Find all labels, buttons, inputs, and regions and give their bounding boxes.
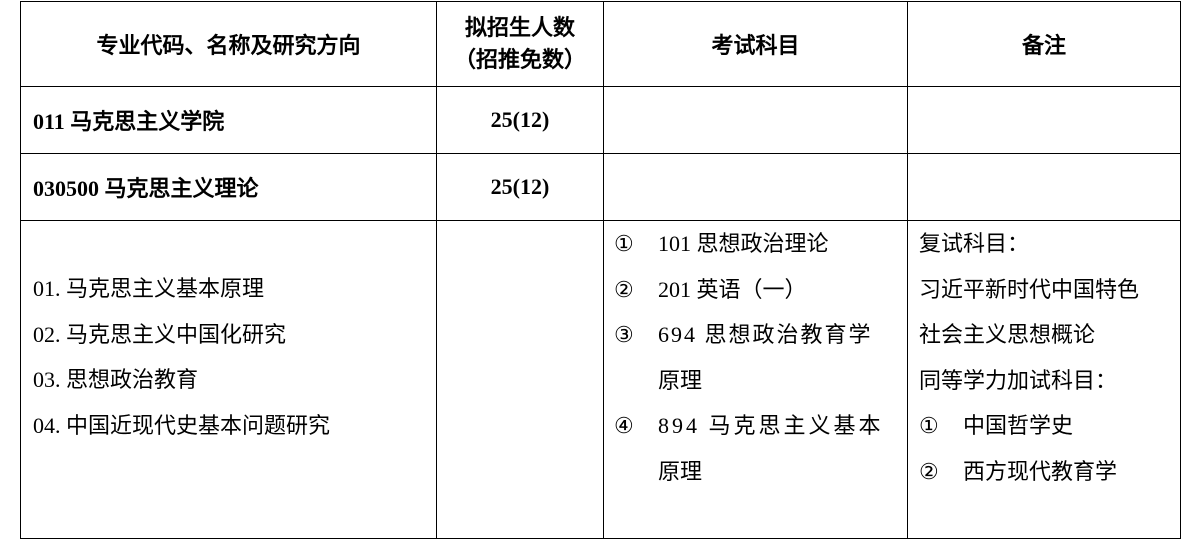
table-row: 030500 马克思主义理论 25(12) xyxy=(20,153,1181,221)
exam-mark: ② xyxy=(614,276,634,302)
exam-text-cont: 原理 xyxy=(658,367,703,393)
quota: 25(12) xyxy=(436,153,604,221)
exam-item: ④ 894 马克思主义基本 xyxy=(614,403,907,449)
extra-text: 西方现代教育学 xyxy=(963,458,1118,484)
header-row: 专业代码、名称及研究方向 拟招生人数 （招推免数） 考试科目 备注 xyxy=(20,1,1181,87)
school-name: 011 马克思主义学院 xyxy=(20,86,437,154)
exam-mark: ① xyxy=(614,231,634,256)
retest-label: 复试科目： xyxy=(919,231,1030,256)
exam-text: 201 英语（一） xyxy=(658,276,807,302)
retest-subject: 习近平新时代中国特色 xyxy=(919,276,1140,302)
extra-text: 中国哲学史 xyxy=(963,413,1074,438)
exam-text: 894 马克思主义基本 xyxy=(658,413,884,438)
exam-item: ③ 694 思想政治教育学 xyxy=(614,312,907,358)
exam-item: ① 101 思想政治理论 xyxy=(614,221,907,267)
extra-item: ① 中国哲学史 xyxy=(919,403,1180,449)
extra-label: 同等学力加试科目： xyxy=(919,367,1118,393)
exam-text: 694 思想政治教育学 xyxy=(658,322,873,347)
exams-cell: ① 101 思想政治理论 ② 201 英语（一） ③ 694 思想政治教育学 原理 ④… xyxy=(603,220,908,539)
empty-cell xyxy=(436,220,604,539)
extra-mark: ① xyxy=(919,413,939,438)
empty-cell xyxy=(603,86,908,154)
header-quota-line1: 拟招生人数 xyxy=(464,15,575,40)
exam-text-cont: 原理 xyxy=(658,458,703,484)
header-quota: 拟招生人数 （招推免数） xyxy=(436,1,604,87)
exam-mark: ③ xyxy=(614,322,636,347)
table-row: 01. 马克思主义基本原理 02. 马克思主义中国化研究 03. 思想政治教育 … xyxy=(20,220,1181,539)
header-notes: 备注 xyxy=(907,1,1181,87)
direction-item: 04. 中国近现代史基本问题研究 xyxy=(33,412,331,438)
admissions-table: 专业代码、名称及研究方向 拟招生人数 （招推免数） 考试科目 备注 011 马克… xyxy=(20,1,1181,539)
header-quota-line2: （招推免数） xyxy=(453,47,586,72)
direction-item: 02. 马克思主义中国化研究 xyxy=(33,321,287,347)
quota: 25(12) xyxy=(436,86,604,154)
empty-cell xyxy=(603,153,908,221)
empty-cell xyxy=(907,153,1181,221)
directions-cell: 01. 马克思主义基本原理 02. 马克思主义中国化研究 03. 思想政治教育 … xyxy=(20,220,437,539)
extra-mark: ② xyxy=(919,458,939,484)
exam-text: 101 思想政治理论 xyxy=(658,231,829,256)
empty-cell xyxy=(907,86,1181,154)
direction-item: 03. 思想政治教育 xyxy=(33,367,199,392)
exam-mark: ④ xyxy=(614,413,637,438)
notes-cell: 复试科目： 习近平新时代中国特色 社会主义思想概论 同等学力加试科目： ① 中国哲… xyxy=(907,220,1181,539)
retest-subject-cont: 社会主义思想概论 xyxy=(919,322,1096,347)
major-name: 030500 马克思主义理论 xyxy=(20,153,437,221)
direction-item: 01. 马克思主义基本原理 xyxy=(33,276,265,301)
exam-item: ② 201 英语（一） xyxy=(614,267,907,313)
extra-item: ② 西方现代教育学 xyxy=(919,449,1180,495)
header-major: 专业代码、名称及研究方向 xyxy=(20,1,437,87)
header-exam: 考试科目 xyxy=(603,1,908,87)
table-row: 011 马克思主义学院 25(12) xyxy=(20,86,1181,154)
